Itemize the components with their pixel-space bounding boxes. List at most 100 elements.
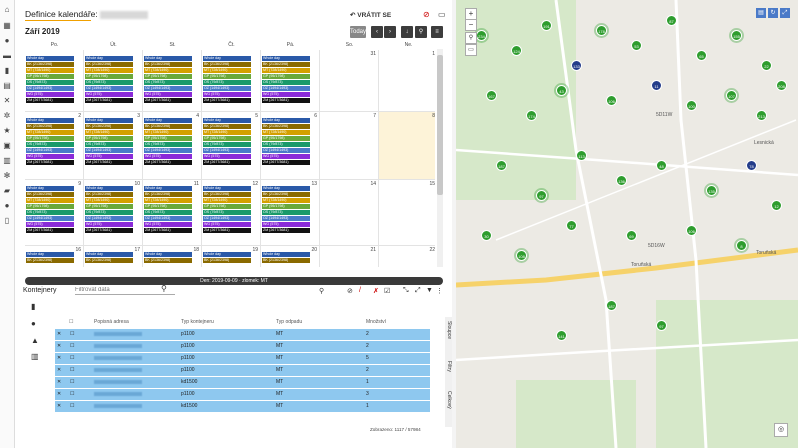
calendar-event[interactable]: ZM (2677/3681) (85, 228, 133, 233)
row-checkbox[interactable]: ☐ (70, 367, 75, 373)
calendar-event[interactable]: OS (79/873) (262, 80, 310, 85)
calendar-event[interactable]: OS (79/873) (85, 210, 133, 215)
calendar-event[interactable]: OS (79/873) (144, 142, 192, 147)
back-button[interactable]: ↶ VRÁTIT SE (350, 12, 392, 19)
window-icon[interactable]: ▭ (438, 10, 446, 19)
calendar-event[interactable]: BK (2136/2398) (26, 124, 74, 129)
calendar-event[interactable]: OS (79/873) (144, 210, 192, 215)
database-icon[interactable]: ≡ (431, 26, 443, 38)
calendar-event[interactable]: OS (79/873) (26, 210, 74, 215)
calendar-event[interactable]: OZ (1494/1493) (203, 86, 251, 91)
person-icon[interactable]: ● (4, 201, 10, 210)
table-row[interactable]: ✕ ☐ kd1500 MT 1 (55, 377, 430, 389)
calendar-event[interactable]: OS (79/873) (26, 142, 74, 147)
calendar-event[interactable]: MT (728/1490) (26, 130, 74, 135)
calendar-day-cell[interactable]: Whole day BK (2136/2398) MT (728/1490) GP (… (84, 50, 143, 112)
calendar-event[interactable]: MT (728/1490) (144, 68, 192, 73)
calendar-day-cell[interactable]: 15 (379, 180, 435, 246)
column-header-quantity[interactable]: Množství (366, 319, 387, 325)
calendar-event[interactable]: OS (79/873) (85, 80, 133, 85)
calendar-event[interactable]: WG (575) (26, 92, 74, 97)
map-cluster-marker[interactable]: 97 (536, 190, 547, 201)
calendar-day-cell[interactable]: 6 Whole day BK (2136/2398) MT (728/1490) GP … (261, 112, 320, 180)
calendar-event[interactable]: BK (2136/2398) (85, 258, 133, 263)
row-checkbox[interactable]: ☐ (70, 391, 75, 397)
calendar-event[interactable]: OS (79/873) (203, 210, 251, 215)
calendar-event[interactable]: WG (575) (144, 222, 192, 227)
calendar-event[interactable]: Whole day (262, 118, 310, 123)
select-all-icon[interactable]: ☑ (384, 288, 391, 295)
shrink-icon[interactable]: ⤡ (403, 287, 409, 294)
calendar-day-cell[interactable]: 5 Whole day BK (2136/2398) MT (728/1490) GP … (202, 112, 261, 180)
calendar-event[interactable]: ZM (2677/3681) (26, 228, 74, 233)
map-cluster-marker[interactable]: 191 (541, 20, 552, 31)
map-cluster-marker[interactable]: 106 (686, 225, 697, 236)
calendar-day-cell[interactable]: 1 (379, 50, 435, 112)
map-cluster-marker[interactable]: 136 (616, 175, 627, 186)
calendar-day-cell[interactable]: 2 Whole day BK (2136/2398) MT (728/1490) GP … (25, 112, 84, 180)
calendar-event[interactable]: ZM (2677/3681) (203, 160, 251, 165)
calendar-event[interactable]: BK (2136/2398) (203, 124, 251, 129)
calendar-event[interactable]: BK (2136/2398) (85, 124, 133, 129)
map-cluster-marker[interactable]: 65 (696, 50, 707, 61)
calendar-event[interactable]: MT (728/1490) (26, 68, 74, 73)
calendar-event[interactable]: Whole day (144, 252, 192, 257)
calendar-day-cell[interactable]: Whole day BK (2136/2398) MT (728/1490) GP (… (202, 50, 261, 112)
map-cluster-marker[interactable]: 208 (776, 80, 787, 91)
map-cluster-marker[interactable]: 135 (706, 185, 717, 196)
box-icon[interactable]: ▣ (3, 141, 11, 150)
map-cluster-marker[interactable]: 11 (651, 80, 662, 91)
folder-icon[interactable]: ▰ (3, 186, 11, 195)
gear-icon[interactable]: ✲ (3, 111, 11, 120)
map-cluster-marker[interactable]: 234 (476, 30, 487, 41)
map-cluster-marker[interactable]: 106 (606, 95, 617, 106)
calendar-event[interactable]: OZ (1494/1493) (144, 86, 192, 91)
calendar-event[interactable]: MT (728/1490) (203, 68, 251, 73)
calendar-event[interactable]: OZ (1494/1493) (262, 86, 310, 91)
calendar-event[interactable]: BK (2136/2398) (26, 192, 74, 197)
calendar-event[interactable]: Whole day (26, 56, 74, 61)
calendar-event[interactable]: OZ (1494/1493) (203, 148, 251, 153)
map-cluster-marker[interactable]: 213 (756, 110, 767, 121)
zoom-out-button[interactable]: − (465, 19, 477, 31)
map-cluster-marker[interactable]: 155 (731, 30, 742, 41)
no-edit-icon[interactable]: ⊘ (423, 10, 430, 19)
calendar-event[interactable]: Whole day (203, 186, 251, 191)
calendar-event[interactable]: WG (575) (26, 154, 74, 159)
calendar-event[interactable]: GP (95/1798) (144, 74, 192, 79)
calendar-event[interactable]: OS (79/873) (203, 142, 251, 147)
calendar-event[interactable]: GP (95/1798) (26, 74, 74, 79)
calendar-event[interactable]: WG (575) (144, 92, 192, 97)
calendar-day-cell[interactable]: 20 Whole day BK (2136/2398) (261, 246, 320, 267)
calendar-event[interactable]: GP (95/1798) (203, 136, 251, 141)
map-cluster-marker[interactable]: 167 (486, 90, 497, 101)
calendar-event[interactable]: OS (79/873) (144, 80, 192, 85)
eraser-icon[interactable]: / (359, 287, 361, 294)
calendar-event[interactable]: MT (728/1490) (203, 130, 251, 135)
calendar-event[interactable]: BK (2136/2398) (85, 192, 133, 197)
calendar-icon[interactable]: ▦ (3, 21, 11, 30)
user-icon[interactable]: ● (4, 36, 10, 45)
calendar-day-cell[interactable]: 19 Whole day BK (2136/2398) (202, 246, 261, 267)
calendar-event[interactable]: OS (79/873) (262, 210, 310, 215)
row-tools-icon[interactable]: ✕ (57, 355, 62, 361)
tools-icon[interactable]: ✕ (3, 96, 11, 105)
calendar-event[interactable]: ZM (2677/3681) (144, 228, 192, 233)
columns-icon[interactable]: ▥ (31, 352, 39, 361)
map-cluster-marker[interactable]: 30 (481, 230, 492, 241)
calendar-day-cell[interactable]: 9 Whole day BK (2136/2398) MT (728/1490) GP … (25, 180, 84, 246)
calendar-event[interactable]: OS (79/873) (203, 80, 251, 85)
calendar-event[interactable]: WG (575) (262, 92, 310, 97)
calendar-event[interactable]: OZ (1494/1493) (262, 216, 310, 221)
calendar-event[interactable]: MT (728/1490) (262, 130, 310, 135)
calendar-event[interactable]: GP (95/1798) (262, 204, 310, 209)
row-checkbox[interactable]: ☐ (70, 403, 75, 409)
column-header-container-type[interactable]: Typ kontejneru (181, 319, 214, 325)
calendar-day-cell[interactable]: 13 Whole day BK (2136/2398) MT (728/1490) GP… (261, 180, 320, 246)
calendar-event[interactable]: Whole day (262, 186, 310, 191)
truck-icon[interactable]: ▬ (3, 51, 11, 60)
calendar-event[interactable]: OZ (1494/1493) (26, 86, 74, 91)
row-tools-icon[interactable]: ✕ (57, 379, 62, 385)
row-tools-icon[interactable]: ✕ (57, 367, 62, 373)
cogs-icon[interactable]: ✻ (3, 171, 11, 180)
